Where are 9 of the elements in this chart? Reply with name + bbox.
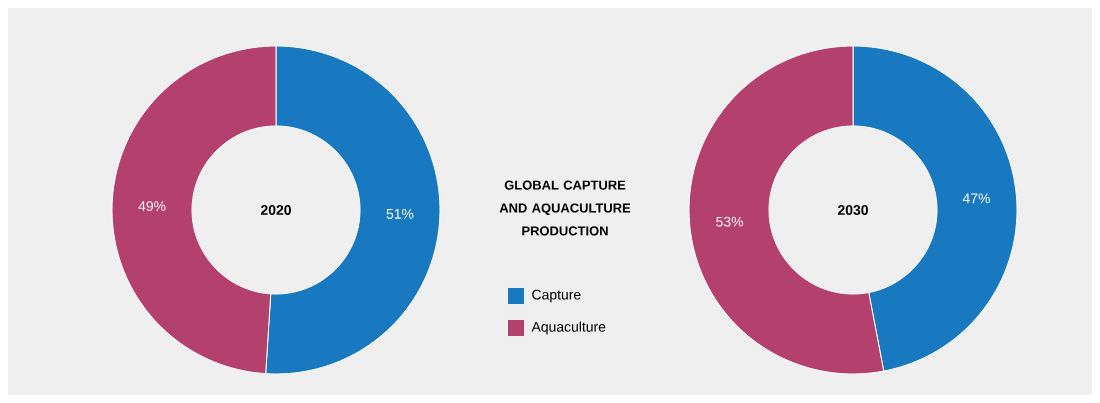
legend-label: Aquaculture — [531, 321, 606, 335]
data-label: 51% — [386, 208, 414, 219]
legend-label: Capture — [532, 289, 581, 303]
data-label: 47% — [962, 193, 990, 204]
text: 2030 — [837, 205, 868, 215]
data-label: 49% — [138, 201, 166, 212]
text: 2020 — [260, 205, 291, 215]
text: GLOBAL CAPTURE AND AQUACULTURE PRODUCTION — [499, 180, 631, 236]
data-label: 53% — [716, 216, 744, 227]
